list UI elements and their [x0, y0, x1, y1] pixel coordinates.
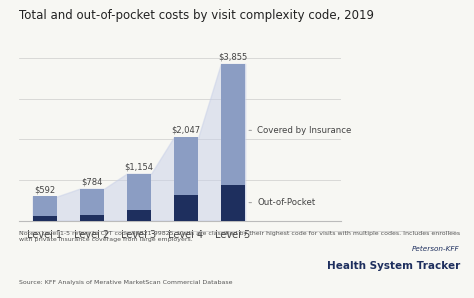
Text: Out-of-Pocket: Out-of-Pocket: [249, 198, 315, 207]
Text: $1,154: $1,154: [125, 162, 154, 171]
Text: $2,047: $2,047: [172, 126, 201, 135]
Text: Health System Tracker: Health System Tracker: [327, 261, 460, 271]
Bar: [80, 215, 104, 221]
Text: Peterson-KFF: Peterson-KFF: [412, 246, 460, 252]
Text: Total and out-of-pocket costs by visit complexity code, 2019: Total and out-of-pocket costs by visit c…: [19, 9, 374, 22]
Text: Notes: Level 1-5 refers to CPT code 99821-99825. Visits are classified by their : Notes: Level 1-5 refers to CPT code 9982…: [19, 231, 460, 242]
Bar: [221, 64, 245, 185]
Text: Covered by Insurance: Covered by Insurance: [249, 126, 351, 135]
Text: $784: $784: [81, 177, 102, 186]
Bar: [33, 196, 57, 216]
Bar: [127, 174, 151, 210]
Bar: [33, 216, 57, 221]
Text: $592: $592: [34, 185, 55, 194]
Text: $3,855: $3,855: [219, 52, 248, 61]
Bar: [80, 189, 104, 215]
Bar: [221, 185, 245, 221]
Bar: [174, 195, 198, 221]
Text: Source: KFF Analysis of Merative MarketScan Commercial Database: Source: KFF Analysis of Merative MarketS…: [19, 280, 232, 285]
Bar: [127, 210, 151, 221]
Bar: [174, 137, 198, 195]
